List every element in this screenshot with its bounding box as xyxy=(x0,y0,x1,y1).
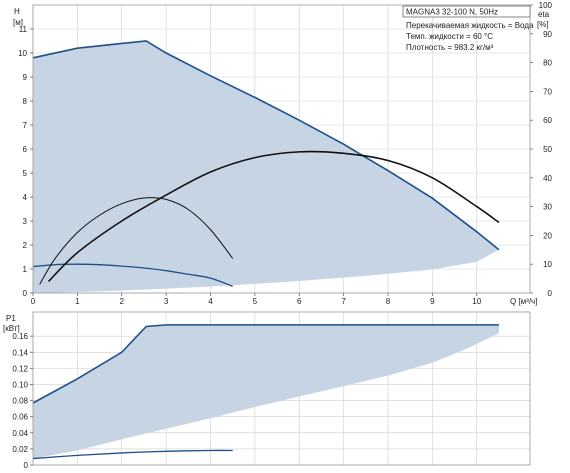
head-tick-label: 9 xyxy=(23,73,28,82)
eta-tick-label: 90 xyxy=(543,30,552,39)
info-liquid: Перекачиваемая жидкость = Вода xyxy=(406,21,534,30)
q-tick-label: 7 xyxy=(341,297,346,306)
power-tick-label: 0.02 xyxy=(12,445,28,454)
eta-tick-label: 10 xyxy=(543,260,552,269)
q-tick-label: 4 xyxy=(208,297,213,306)
head-tick-label: 0 xyxy=(23,289,28,298)
power-tick-label: 0.06 xyxy=(12,413,28,422)
info-box: MAGNA3 32-100 N, 50Hz Перекачиваемая жид… xyxy=(402,5,534,52)
head-tick-label: 8 xyxy=(23,97,28,106)
efficiency-curve-min xyxy=(39,197,234,285)
eta-tick-label: 40 xyxy=(543,174,552,183)
head-tick-label: 11 xyxy=(19,25,28,34)
efficiency-curve-max xyxy=(47,150,500,283)
q-tick-label: 0 xyxy=(31,297,36,306)
head-tick-label: 4 xyxy=(23,193,28,202)
head-axis-label-unit: [м] xyxy=(13,18,23,27)
info-model-box xyxy=(402,5,531,18)
head-chart: 0 1 2 3 4 5 6 7 8 9 10 0 1 2 3 4 5 6 7 8 9 10 11 0 10 20 30 40 50 6… xyxy=(13,1,553,306)
head-tick-label: 1 xyxy=(23,265,28,274)
power-tick-label: 0.14 xyxy=(12,348,28,357)
q-axis-label: Q [м³/ч] xyxy=(510,297,537,306)
head-tick-label: 10 xyxy=(18,49,27,58)
q-tick-label: 6 xyxy=(297,297,302,306)
power-tick-label: 0.08 xyxy=(12,397,28,406)
power-tick-label: 0 xyxy=(24,461,29,470)
min-power-curve xyxy=(32,449,233,460)
operating-area xyxy=(33,41,499,293)
max-head-curve xyxy=(32,40,500,251)
power-chart: 0 0.02 0.04 0.06 0.08 0.10 0.12 0.14 0.16 P1 [кВ… xyxy=(3,311,531,470)
power-axis-label: P1 xyxy=(6,314,16,323)
info-model: MAGNA3 32-100 N, 50Hz xyxy=(406,8,498,17)
head-tick-label: 3 xyxy=(23,217,28,226)
eta-tick-label: 70 xyxy=(543,87,552,96)
power-tick-label: 0.12 xyxy=(12,364,28,373)
eta-tick-label: 30 xyxy=(543,203,552,212)
max-power-curve xyxy=(32,324,499,404)
eta-tick-label: 0 xyxy=(548,289,553,298)
head-tick-label: 6 xyxy=(23,145,28,154)
q-tick-label: 8 xyxy=(386,297,391,306)
eta-axis-label: eta xyxy=(538,10,550,19)
q-axis-ticks: 0 1 2 3 4 5 6 7 8 9 10 xyxy=(31,293,482,306)
eta-tick-label: 100 xyxy=(539,1,553,10)
head-axis-ticks: 0 1 2 3 4 5 6 7 8 9 10 11 xyxy=(18,25,33,298)
head-tick-label: 5 xyxy=(23,169,28,178)
head-axis-label-h: H xyxy=(14,7,20,16)
eta-tick-label: 50 xyxy=(543,145,552,154)
q-tick-label: 10 xyxy=(472,297,481,306)
q-tick-label: 2 xyxy=(120,297,125,306)
info-temperature: Темп. жидкости = 60 °C xyxy=(406,32,493,41)
power-chart-frame xyxy=(32,311,531,466)
eta-axis-ticks: 0 10 20 30 40 50 60 70 80 90 100 xyxy=(530,1,553,298)
eta-tick-label: 60 xyxy=(543,116,552,125)
q-tick-label: 3 xyxy=(164,297,169,306)
head-tick-label: 2 xyxy=(23,241,28,250)
q-tick-label: 5 xyxy=(253,297,258,306)
min-head-curve xyxy=(32,263,233,287)
eta-axis-unit: [%] xyxy=(537,20,549,29)
power-axis-ticks: 0 0.02 0.04 0.06 0.08 0.10 0.12 0.14 0.16 xyxy=(12,332,33,470)
power-tick-label: 0.10 xyxy=(12,380,28,389)
power-axis-unit: [кВт] xyxy=(3,324,20,333)
q-tick-label: 1 xyxy=(75,297,80,306)
power-operating-area xyxy=(33,324,499,459)
head-tick-label: 7 xyxy=(23,121,28,130)
info-density: Плотность = 983.2 кг/м³ xyxy=(406,43,494,52)
power-tick-label: 0.16 xyxy=(12,332,28,341)
q-tick-label: 9 xyxy=(430,297,435,306)
eta-tick-label: 20 xyxy=(543,231,552,240)
power-tick-label: 0.04 xyxy=(12,429,28,438)
eta-tick-label: 80 xyxy=(543,59,552,68)
